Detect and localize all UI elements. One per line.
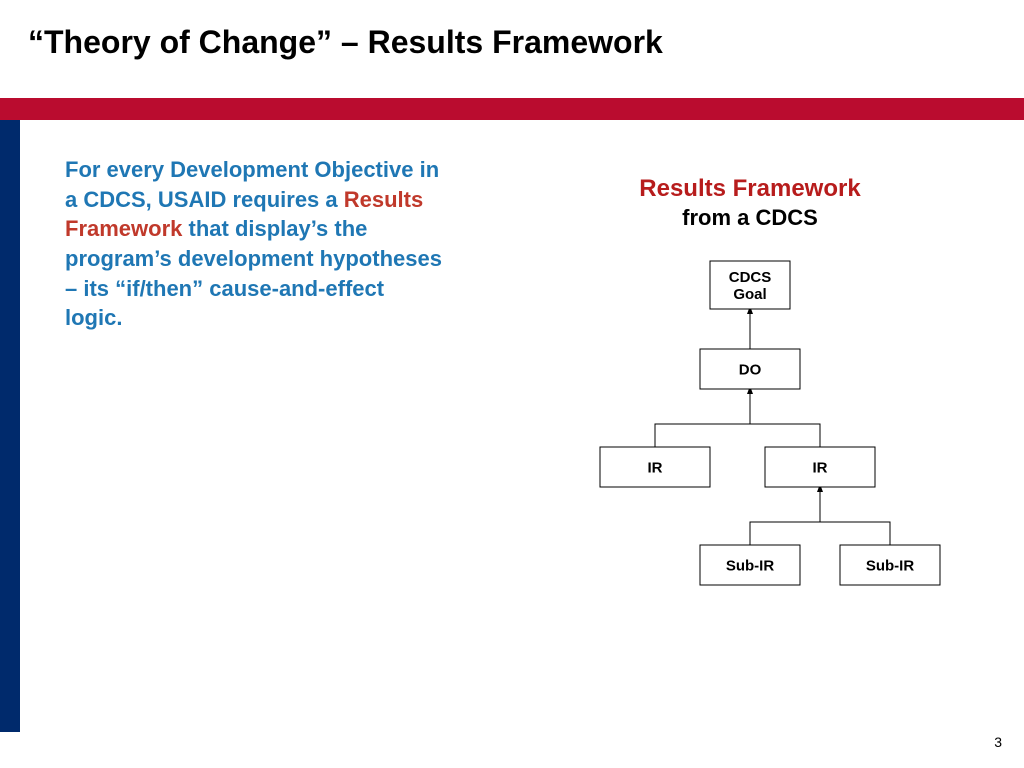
diagram-title-line1: Results Framework: [639, 175, 860, 202]
tree-node-label-goal: Goal: [733, 286, 766, 303]
tree-node-label-sub2: Sub-IR: [866, 558, 914, 575]
body-paragraph: For every Development Objective in a CDC…: [65, 155, 445, 333]
tree-node-label-goal: CDCS: [729, 269, 772, 286]
tree-node-label-ir2: IR: [813, 460, 828, 477]
slide-title: “Theory of Change” – Results Framework: [28, 24, 663, 61]
page-number: 3: [994, 734, 1002, 750]
tree-node-label-ir1: IR: [648, 460, 663, 477]
decorative-blue-sidebar: [0, 120, 20, 732]
diagram-container: Results Framework from a CDCS CDCSGoal DO…: [500, 175, 1000, 695]
tree-node-label-do: DO: [739, 362, 762, 379]
tree-node-label-sub1: Sub-IR: [726, 558, 774, 575]
diagram-title-line2: from a CDCS: [500, 205, 1000, 231]
results-framework-tree: CDCSGoal DO IR IR Sub-IR Sub-IR: [540, 251, 960, 671]
diagram-title: Results Framework from a CDCS: [500, 175, 1000, 231]
decorative-red-bar: [0, 98, 1024, 120]
